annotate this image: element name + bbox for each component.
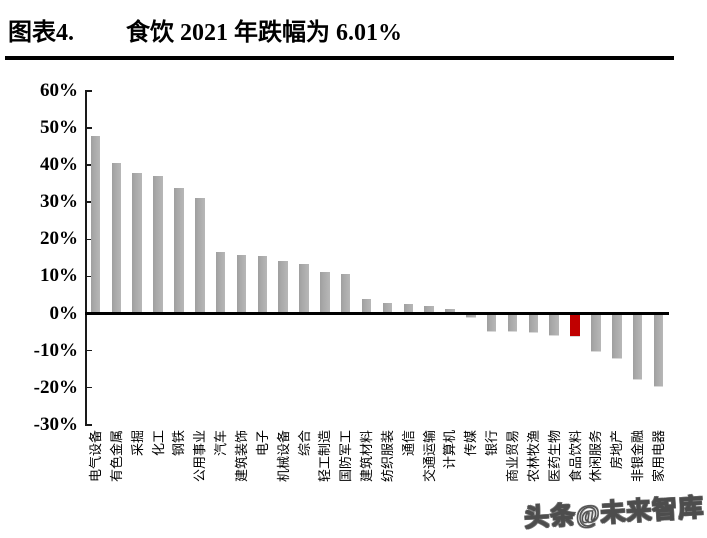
bar [653,313,664,386]
x-category-label: 有色金属 [108,430,124,483]
bar [507,313,518,332]
x-category-label: 计算机 [442,430,458,470]
figure-title-text: 食饮 2021 年跌幅为 6.01% [126,20,402,46]
y-tick-label: 60% [40,79,78,101]
y-axis-line [85,90,87,425]
bar [236,254,247,314]
x-category-label: 交通运输 [421,430,437,483]
x-category-label: 家用电器 [650,430,666,483]
bar [299,264,309,314]
x-category-label: 商业贸易 [505,430,520,483]
x-category-label: 传媒 [463,430,479,457]
bar [424,306,434,314]
bar [486,313,497,331]
x-category-label: 银行 [484,430,500,457]
bar [549,313,559,335]
y-tick-mark [85,386,92,389]
bar [340,273,351,314]
y-tick-label: 20% [40,228,78,250]
bar [153,176,163,314]
bar [612,313,622,358]
x-category-label: 钢铁 [171,430,187,457]
figure-title: 图表4. 食饮 2021 年跌幅为 6.01% [8,12,402,47]
watermark: 头条@未来智库 [523,494,706,533]
y-tick-mark [85,127,92,129]
x-category-label: 农林牧渔 [525,430,541,483]
x-category-label: 综合 [296,430,312,457]
x-category-label: 电子 [254,430,270,457]
title-divider [5,56,674,60]
bar [361,299,372,314]
y-tick-label: 30% [40,191,78,213]
x-category-label: 轻工制造 [317,430,333,483]
y-tick-mark [85,201,92,203]
bar [445,309,455,314]
bar [257,255,268,314]
bar [382,303,393,314]
y-tick-label: 10% [40,265,78,287]
y-tick-label: 40% [40,154,78,176]
y-tick-mark [85,164,92,166]
y-tick-label: -30% [33,413,78,435]
x-axis-zero-line [85,312,669,315]
x-category-label: 休闲服务 [588,430,604,483]
bar [215,251,226,314]
bar [528,313,539,333]
x-category-label: 公用事业 [192,430,208,483]
x-category-label: 建筑材料 [359,430,375,483]
x-category-label: 化工 [150,430,166,457]
x-category-label: 非银金融 [630,430,646,483]
x-category-label: 医药生物 [546,430,562,483]
x-category-label: 建筑装饰 [233,430,249,483]
y-tick-label: 50% [40,117,78,138]
bar [466,313,476,318]
bar [195,198,205,314]
bar [591,313,601,351]
y-tick-mark [85,90,92,92]
x-category-label: 通信 [400,430,416,457]
x-category-label: 房地产 [609,430,625,470]
x-category-label: 电气设备 [88,430,103,483]
y-tick-mark [85,275,92,278]
bar [90,135,101,314]
bar [632,313,643,380]
x-category-label: 汽车 [213,430,229,457]
x-category-label: 食品饮料 [567,430,583,483]
y-tick-label: -10% [33,339,78,361]
highlighted-bar [570,313,580,336]
y-tick-mark [85,349,92,352]
bar [111,163,122,314]
x-category-label: 采掘 [129,430,145,457]
bar [174,187,184,314]
bar [403,304,413,314]
bar [278,260,288,314]
bar [320,272,330,314]
bar [132,172,142,314]
x-category-label: 纺织服装 [379,430,395,483]
y-tick-mark [85,238,92,241]
figure-number: 图表4. [8,20,74,46]
x-category-label: 机械设备 [275,430,291,483]
x-category-label: 国防军工 [338,430,354,483]
y-tick-mark [85,424,92,426]
y-tick-label: -20% [33,376,78,398]
y-tick-label: 0% [49,302,79,324]
